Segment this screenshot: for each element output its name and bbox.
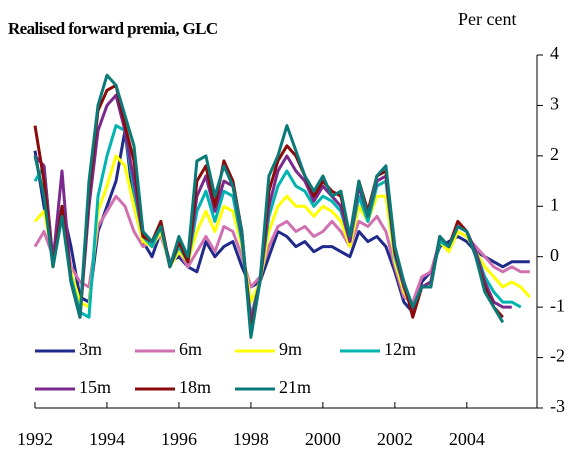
series-line: [33, 129, 530, 314]
y-tick-label: -3: [550, 396, 565, 416]
x-tick-label: 1998: [233, 429, 269, 449]
legend-label: 6m: [179, 339, 202, 359]
y-axis-label: Per cent: [458, 9, 516, 29]
y-tick-label: 0: [550, 245, 559, 265]
y-tick-label: -1: [550, 295, 565, 315]
legend-label: 3m: [79, 339, 102, 359]
x-tick-label: 1992: [17, 429, 53, 449]
series-line: [33, 194, 530, 304]
legend-label: 9m: [279, 339, 302, 359]
x-tick-label: 2000: [305, 429, 341, 449]
y-tick-label: 1: [550, 194, 559, 214]
x-tick-label: 2004: [449, 429, 485, 449]
legend-label: 15m: [79, 377, 111, 397]
x-tick-label: 1996: [161, 429, 197, 449]
y-tick-label: 2: [550, 144, 559, 164]
x-tick-label: 2002: [377, 429, 413, 449]
series-line: [33, 154, 531, 309]
series-line: [33, 73, 505, 339]
x-tick-label: 1994: [89, 429, 125, 449]
legend-label: 18m: [179, 377, 211, 397]
y-tick-label: 3: [550, 94, 559, 114]
legend-label: 21m: [279, 377, 311, 397]
y-tick-label: 4: [550, 43, 559, 63]
chart-title: Realised forward premia, GLC: [8, 19, 218, 38]
y-tick-label: -2: [550, 346, 565, 366]
legend-label: 12m: [384, 339, 416, 359]
